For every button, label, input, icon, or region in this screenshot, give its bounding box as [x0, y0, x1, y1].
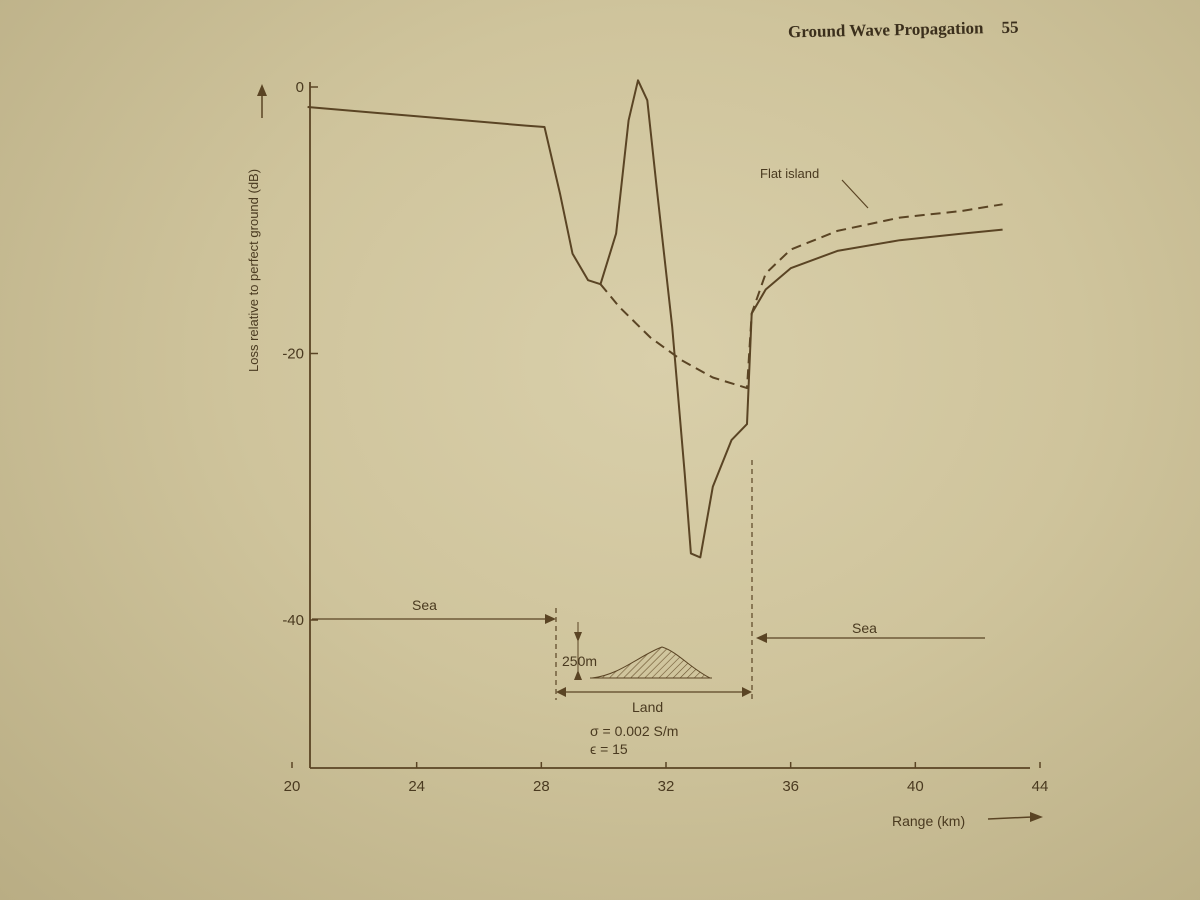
x-tick-label: 40 [907, 778, 924, 795]
series-line-terrain [307, 79, 1003, 559]
height-arrowhead-top [574, 632, 582, 642]
y-tick-label: -20 [282, 346, 304, 363]
x-tick-label: 32 [658, 778, 675, 795]
land-label: Land [632, 699, 663, 715]
x-tick-label: 20 [284, 778, 301, 795]
y-axis-label-arrowhead [257, 84, 267, 96]
height-arrowhead-bottom [574, 670, 582, 680]
x-axis-label-arrowhead [1030, 812, 1043, 822]
epsilon-label: ϵ = 15 [590, 741, 628, 757]
sea-left-arrowhead [545, 614, 556, 624]
sea-left-label: Sea [412, 597, 437, 613]
x-tick-label: 24 [408, 778, 425, 795]
hill-profile [591, 646, 711, 679]
y-axis-label: Loss relative to perfect ground (dB) [246, 169, 261, 372]
sea-right-arrowhead [756, 633, 767, 643]
height-label: 250m [562, 653, 597, 669]
x-tick-label: 36 [782, 778, 799, 795]
x-tick-label: 28 [533, 778, 550, 795]
axis-ticks: 20 24 28 32 36 40 44 0 -20 -40 [282, 79, 1048, 795]
land-arrowhead-left [556, 687, 566, 697]
x-axis-label-arrow [987, 816, 1033, 820]
land-arrowhead-right [742, 687, 752, 697]
series-line-flat-island [599, 203, 1003, 390]
x-tick-label: 44 [1032, 778, 1049, 795]
y-tick-label: 0 [296, 79, 304, 96]
x-axis-label: Range (km) [892, 813, 965, 829]
flat-island-leader [841, 179, 869, 209]
series-group [307, 79, 1003, 559]
y-tick-label: -40 [282, 612, 304, 629]
flat-island-label: Flat island [760, 166, 819, 181]
sea-right-label: Sea [852, 620, 877, 636]
sigma-label: σ = 0.002 S/m [590, 723, 678, 739]
